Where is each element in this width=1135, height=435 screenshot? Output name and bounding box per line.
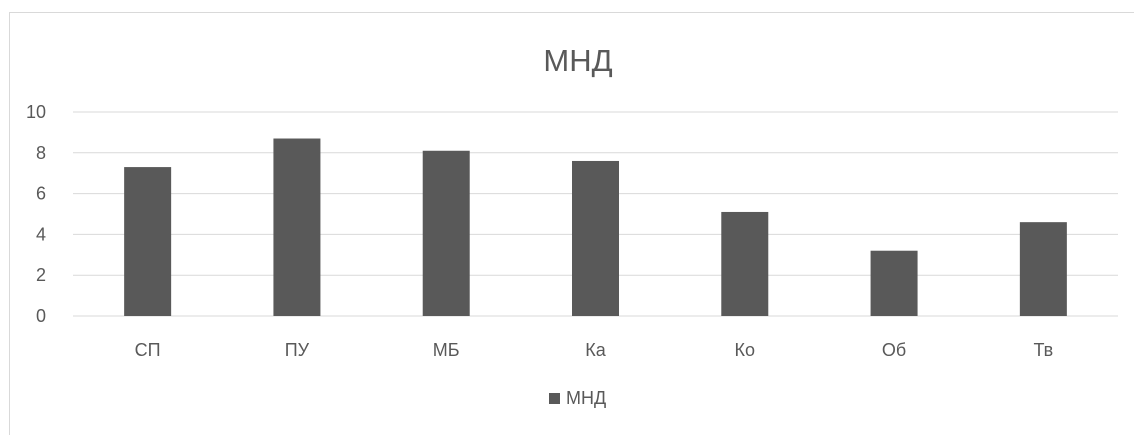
bar <box>422 150 470 316</box>
bar <box>572 160 619 316</box>
y-tick-label: 0 <box>36 306 46 326</box>
x-tick-label: СП <box>135 340 161 360</box>
y-tick-label: 8 <box>36 143 46 163</box>
x-tick-label: ПУ <box>285 340 310 360</box>
x-tick-label: МБ <box>433 340 460 360</box>
legend-swatch <box>549 393 560 404</box>
y-tick-label: 4 <box>36 224 46 244</box>
bars <box>124 138 1067 316</box>
y-tick-label: 6 <box>36 184 46 204</box>
x-tick-label: Ко <box>735 340 756 360</box>
legend-label: МНД <box>566 388 606 408</box>
x-tick-label: Об <box>882 340 906 360</box>
y-tick-label: 10 <box>26 102 46 122</box>
x-tick-label: Тв <box>1033 340 1053 360</box>
legend: МНД <box>549 388 606 408</box>
bar <box>124 167 172 316</box>
bar <box>273 138 321 316</box>
bar <box>721 211 769 316</box>
y-axis: 0 2 4 6 8 10 <box>26 102 46 326</box>
chart-frame <box>9 12 1134 435</box>
bar <box>870 250 918 316</box>
bar <box>1019 222 1067 316</box>
chart-title: МНД <box>543 43 612 78</box>
x-axis: СП ПУ МБ Ка Ко Об Тв <box>135 340 1054 360</box>
y-tick-label: 2 <box>36 265 46 285</box>
x-tick-label: Ка <box>585 340 606 360</box>
